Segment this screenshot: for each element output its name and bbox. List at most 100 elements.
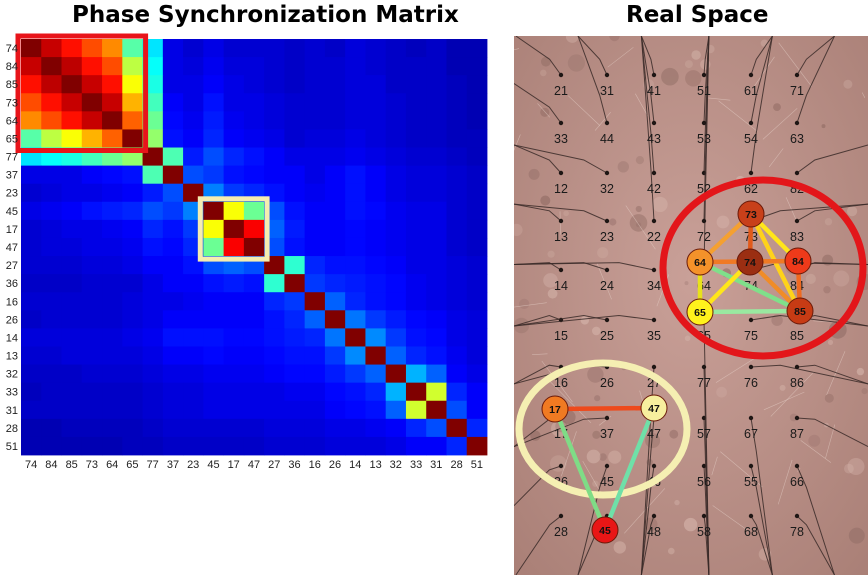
matrix-cell-32-47 [243, 364, 265, 384]
matrix-cell-45-28 [446, 201, 468, 221]
electrode-label: 24 [600, 279, 614, 293]
matrix-cell-73-47 [243, 93, 265, 112]
matrix-cell-65-13 [365, 129, 387, 148]
matrix-cell-32-85 [61, 364, 83, 384]
electrode-dot [701, 120, 707, 126]
matrix-cell-33-17 [223, 382, 245, 402]
matrix-cell-37-73 [81, 165, 103, 185]
cell-body [821, 124, 826, 129]
matrix-cell-17-77 [142, 219, 164, 239]
electrode-label: 58 [697, 525, 711, 539]
matrix-cell-14-31 [426, 328, 447, 347]
sync-edge-17-45 [552, 406, 608, 533]
electrode-dot [701, 72, 707, 78]
matrix-cell-33-65 [122, 382, 143, 402]
matrix-cell-23-36 [284, 183, 306, 203]
matrix-cell-31-77 [142, 400, 164, 420]
matrix-cell-65-51 [466, 129, 488, 148]
matrix-cell-64-37 [162, 111, 184, 130]
matrix-cell-36-23 [183, 274, 204, 293]
cell-body [599, 453, 607, 461]
matrix-cell-33-32 [385, 382, 407, 402]
matrix-cell-84-74 [21, 57, 42, 76]
neurite [582, 460, 603, 495]
matrix-x-tick: 64 [106, 459, 118, 471]
matrix-cell-32-37 [162, 364, 184, 384]
cell-body [847, 458, 865, 475]
cell-body [684, 281, 689, 286]
neurite [514, 134, 521, 151]
cell-body [528, 168, 540, 180]
matrix-cell-36-31 [426, 274, 447, 293]
cell-body [613, 541, 626, 554]
matrix-cell-27-26 [324, 256, 346, 275]
matrix-cell-23-37 [162, 183, 184, 203]
electrode-dot [604, 267, 610, 273]
electrode-dot [604, 120, 610, 126]
electrode-label: 15 [554, 329, 568, 343]
electrode-trace [703, 36, 710, 124]
matrix-cell-17-73 [81, 219, 103, 239]
cell-body [592, 430, 601, 439]
matrix-cell-84-51 [466, 57, 488, 76]
matrix-cell-51-77 [142, 436, 164, 456]
matrix-cell-14-77 [142, 328, 164, 347]
neurite [567, 95, 601, 126]
electrode-trace [640, 417, 655, 575]
matrix-cell-51-13 [365, 436, 387, 456]
matrix-cell-33-84 [41, 382, 62, 402]
matrix-cell-51-27 [264, 436, 285, 456]
matrix-cell-65-37 [162, 129, 184, 148]
matrix-cell-73-37 [162, 93, 184, 112]
cell-body [847, 206, 858, 217]
cell-body [635, 156, 645, 165]
electrode-trace [750, 417, 773, 575]
matrix-cell-31-32 [385, 400, 407, 420]
matrix-highlight-box-1 [15, 33, 149, 153]
matrix-cell-73-31 [426, 93, 447, 112]
cell-body [716, 215, 730, 229]
matrix-cell-33-45 [203, 382, 225, 402]
matrix-cell-47-45 [203, 237, 225, 257]
matrix-cell-23-26 [324, 183, 346, 203]
electrode-trace [796, 203, 868, 222]
matrix-title: Phase Synchronization Matrix [72, 2, 459, 28]
matrix-cell-17-64 [102, 219, 123, 239]
matrix-y-tick: 17 [6, 224, 18, 236]
matrix-cell-27-64 [102, 256, 123, 275]
matrix-cell-47-47 [243, 237, 265, 257]
matrix-y-tick: 28 [6, 423, 18, 435]
matrix-cell-33-77 [142, 382, 164, 402]
matrix-cell-14-65 [122, 328, 143, 347]
matrix-cell-17-32 [385, 219, 407, 239]
matrix-cell-16-16 [304, 292, 326, 311]
matrix-cell-45-84 [41, 201, 62, 221]
matrix-cell-47-14 [345, 237, 366, 257]
matrix-cell-51-33 [405, 436, 427, 456]
electrode-dot [651, 317, 657, 323]
matrix-cell-65-85 [61, 129, 83, 148]
matrix-cell-27-65 [122, 256, 143, 275]
electrode-dot [604, 463, 610, 469]
matrix-cell-85-51 [466, 75, 488, 94]
matrix-cell-64-14 [345, 111, 366, 130]
matrix-cell-84-84 [41, 57, 62, 76]
matrix-cell-13-74 [21, 346, 42, 365]
electrode-label: 75 [744, 329, 758, 343]
matrix-cell-26-27 [264, 310, 285, 329]
electrode-trace [796, 144, 868, 174]
electrode-trace [577, 36, 608, 76]
matrix-cell-13-84 [41, 346, 62, 365]
matrix-cell-73-36 [284, 93, 306, 112]
matrix-x-tick: 47 [248, 459, 260, 471]
matrix-cell-45-85 [61, 201, 83, 221]
matrix-cell-51-74 [21, 436, 42, 456]
matrix-cell-33-14 [345, 382, 366, 402]
electrode-label: 54 [744, 132, 758, 146]
cell-body [843, 79, 853, 89]
matrix-cell-31-74 [21, 400, 42, 420]
matrix-cell-31-73 [81, 400, 103, 420]
matrix-cell-32-23 [183, 364, 204, 384]
matrix-cell-17-65 [122, 219, 143, 239]
matrix-y-tick: 31 [6, 405, 18, 417]
